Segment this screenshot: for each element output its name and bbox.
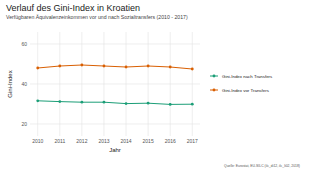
point <box>147 102 150 105</box>
x-tick-label: 2012 <box>76 138 87 144</box>
plot-area <box>30 32 200 136</box>
point <box>169 103 172 106</box>
point <box>191 68 194 71</box>
point <box>103 101 106 104</box>
x-tick-label: 2010 <box>32 138 43 144</box>
legend-label: Gini-Index vor Transfers <box>222 88 270 93</box>
point <box>125 102 128 105</box>
point <box>80 64 83 67</box>
point <box>147 65 150 68</box>
point <box>58 65 61 68</box>
point <box>36 67 39 70</box>
x-tick-label: 2015 <box>143 138 154 144</box>
grid-line <box>30 84 200 85</box>
chart: Verlauf des Gini-Index in KroatienVerfüg… <box>0 0 310 173</box>
y-tick-label: 20 <box>21 121 27 127</box>
subtitle: Verfügbaren Äquivalenzeinkommen vor und … <box>6 14 188 20</box>
legend-line <box>210 76 218 77</box>
grid-line <box>59 32 60 136</box>
point <box>103 65 106 68</box>
grid-line <box>192 32 193 136</box>
x-tick-label: 2013 <box>98 138 109 144</box>
title: Verlauf des Gini-Index in Kroatien <box>6 3 140 13</box>
grid-line <box>126 32 127 136</box>
grid-line <box>170 32 171 136</box>
legend-line <box>210 90 218 91</box>
x-tick-label: 2014 <box>120 138 131 144</box>
x-tick-label: 2017 <box>187 138 198 144</box>
series-line <box>38 65 193 69</box>
legend-marker <box>213 75 216 78</box>
grid-line <box>103 32 104 136</box>
y-tick-label: 40 <box>21 81 27 87</box>
x-axis-label: Jahr <box>109 147 121 153</box>
point <box>169 66 172 69</box>
x-tick-label: 2016 <box>165 138 176 144</box>
point <box>80 101 83 104</box>
y-axis-label: Gini-Index <box>7 70 13 97</box>
legend-label: Gini-Index nach Transfers <box>222 74 273 79</box>
legend-marker <box>213 89 216 92</box>
marks <box>36 64 193 106</box>
point <box>36 99 39 102</box>
grid-line <box>30 124 200 125</box>
source: Quelle: Eurostat, EU-SILC (ilc_di12, ilc… <box>224 164 300 168</box>
point <box>191 103 194 106</box>
grid-line <box>37 32 38 136</box>
point <box>125 66 128 69</box>
y-tick-label: 60 <box>21 41 27 47</box>
grid-line <box>30 44 200 45</box>
grid-line <box>81 32 82 136</box>
grid-line <box>148 32 149 136</box>
x-tick-label: 2011 <box>54 138 65 144</box>
point <box>58 100 61 103</box>
